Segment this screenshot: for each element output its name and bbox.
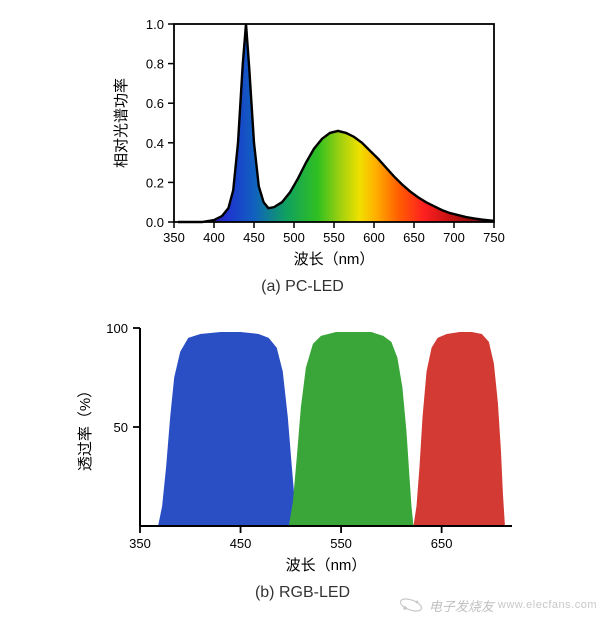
svg-text:600: 600: [363, 230, 385, 245]
svg-text:550: 550: [323, 230, 345, 245]
svg-text:100: 100: [106, 321, 128, 336]
svg-text:650: 650: [431, 536, 453, 551]
svg-text:波长（nm）: 波长（nm）: [286, 557, 367, 574]
svg-text:350: 350: [163, 230, 185, 245]
pc-led-spectrum-chart: 350 400 450 500 550 600 650 700 750 0.0 0.2 0.4 0.6 0…: [102, 14, 512, 274]
svg-text:700: 700: [443, 230, 465, 245]
watermark: 电子发烧友 www.elecfans.com: [397, 591, 597, 619]
watermark-site: www.elecfans.com: [498, 599, 597, 611]
svg-text:波长（nm）: 波长（nm）: [294, 251, 375, 268]
pc-led-svg: 350 400 450 500 550 600 650 700 750 0.0 0.2 0.4 0.6 0…: [102, 14, 512, 274]
svg-text:0.6: 0.6: [146, 96, 164, 111]
svg-text:透过率（%）: 透过率（%）: [77, 383, 94, 471]
watermark-text: 电子发烧友: [429, 596, 494, 615]
rgb-led-filter-chart: 350 450 550 650 50 100 波长（nm） 透过率（%）: [62, 318, 532, 578]
svg-text:350: 350: [129, 536, 151, 551]
svg-text:相对光谱功率: 相对光谱功率: [113, 78, 130, 168]
svg-text:1.0: 1.0: [146, 17, 164, 32]
svg-text:650: 650: [403, 230, 425, 245]
svg-text:500: 500: [283, 230, 305, 245]
watermark-logo-icon: [397, 591, 425, 619]
svg-text:50: 50: [114, 420, 128, 435]
svg-text:0.0: 0.0: [146, 215, 164, 230]
svg-text:450: 450: [230, 536, 252, 551]
svg-text:0.2: 0.2: [146, 175, 164, 190]
caption-a: (a) PC-LED: [0, 278, 605, 296]
rgb-led-svg: 350 450 550 650 50 100 波长（nm） 透过率（%）: [62, 318, 532, 578]
svg-text:450: 450: [243, 230, 265, 245]
svg-text:400: 400: [203, 230, 225, 245]
svg-text:0.8: 0.8: [146, 57, 164, 72]
svg-text:750: 750: [483, 230, 505, 245]
svg-text:550: 550: [330, 536, 352, 551]
svg-text:0.4: 0.4: [146, 136, 164, 151]
